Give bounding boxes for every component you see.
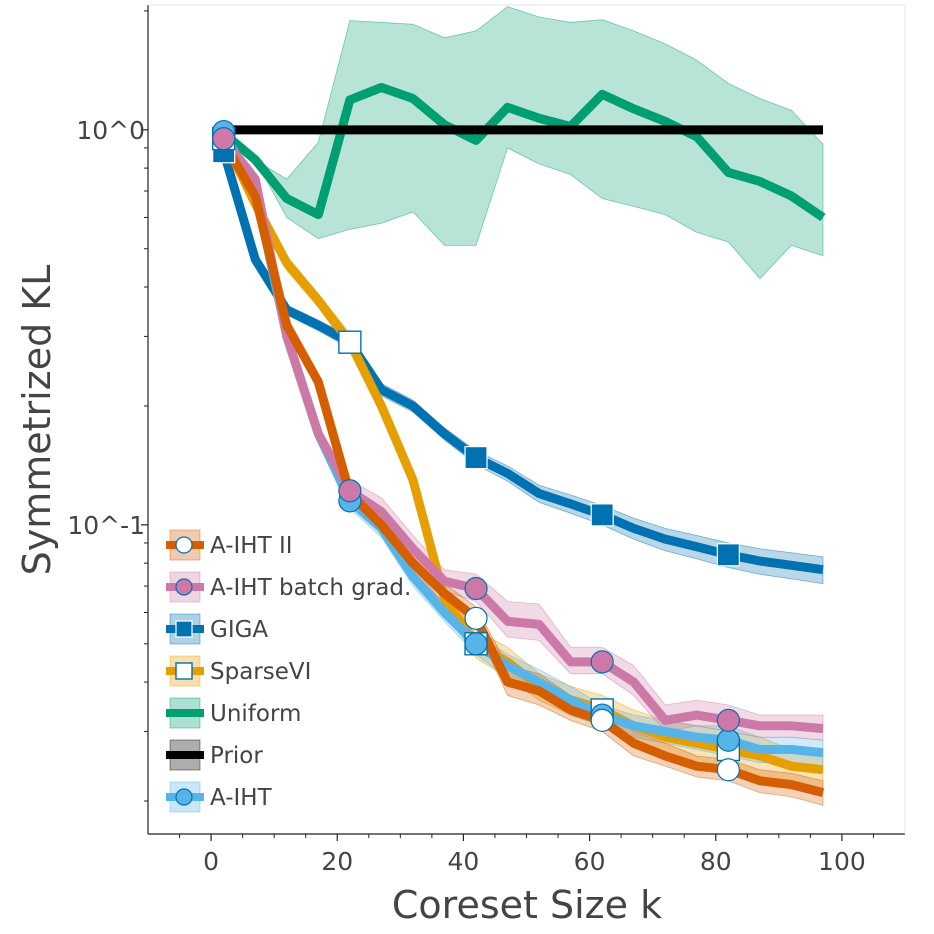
marker-a-iht-batch-grad xyxy=(590,650,614,674)
marker-a-iht-ii xyxy=(464,606,488,630)
y-axis-label: Symmetrized KL xyxy=(15,265,59,576)
marker-a-iht-ii xyxy=(590,708,614,732)
x-tick-label-40: 40 xyxy=(448,847,480,876)
y-tick-label-1: 10^-1 xyxy=(67,511,145,540)
marker-a-iht-batch-grad xyxy=(338,479,362,503)
legend-marker-sparsevi xyxy=(175,662,193,680)
axes: 0 20 40 60 80 100 10^0 10^-1 xyxy=(67,4,906,876)
x-tick-label-80: 80 xyxy=(700,847,732,876)
marker-a-iht xyxy=(464,632,488,656)
legend-label-sparsevi: SparseVI xyxy=(210,659,311,685)
marker-a-iht-ii xyxy=(716,758,740,782)
legend-label-a-iht-ii: A-IHT II xyxy=(210,533,293,559)
legend-marker-a-iht-batch-grad xyxy=(175,578,193,596)
marker-giga xyxy=(464,446,488,470)
marker-a-iht xyxy=(716,728,740,752)
line-uniform xyxy=(220,82,826,222)
y-tick-label-0: 10^0 xyxy=(76,116,145,145)
x-tick-label-100: 100 xyxy=(818,847,866,876)
legend-marker-giga xyxy=(175,620,193,638)
marker-a-iht-batch-grad xyxy=(716,708,740,732)
legend-marker-a-iht-ii xyxy=(175,536,193,554)
x-tick-label-0: 0 xyxy=(203,847,219,876)
legend-label-a-iht-batch-grad: A-IHT batch grad. xyxy=(210,575,411,601)
legend-label-prior: Prior xyxy=(210,743,263,769)
marker-a-iht-batch-grad xyxy=(212,127,236,151)
x-tick-label-20: 20 xyxy=(321,847,353,876)
legend: A-IHT II A-IHT batch grad. GIGA SparseVI Uni… xyxy=(166,529,411,813)
x-tick-label-60: 60 xyxy=(574,847,606,876)
marker-sparsevi xyxy=(338,330,362,354)
x-axis-label: Coreset Size k xyxy=(392,883,662,927)
marker-a-iht-batch-grad xyxy=(464,576,488,601)
legend-marker-a-iht xyxy=(175,788,193,806)
legend-label-giga: GIGA xyxy=(210,617,268,643)
band-uniform xyxy=(223,6,824,280)
marker-giga xyxy=(590,503,614,527)
legend-label-uniform: Uniform xyxy=(210,701,301,727)
legend-label-a-iht: A-IHT xyxy=(210,785,273,811)
plot-area xyxy=(211,6,826,806)
marker-giga xyxy=(716,543,740,567)
